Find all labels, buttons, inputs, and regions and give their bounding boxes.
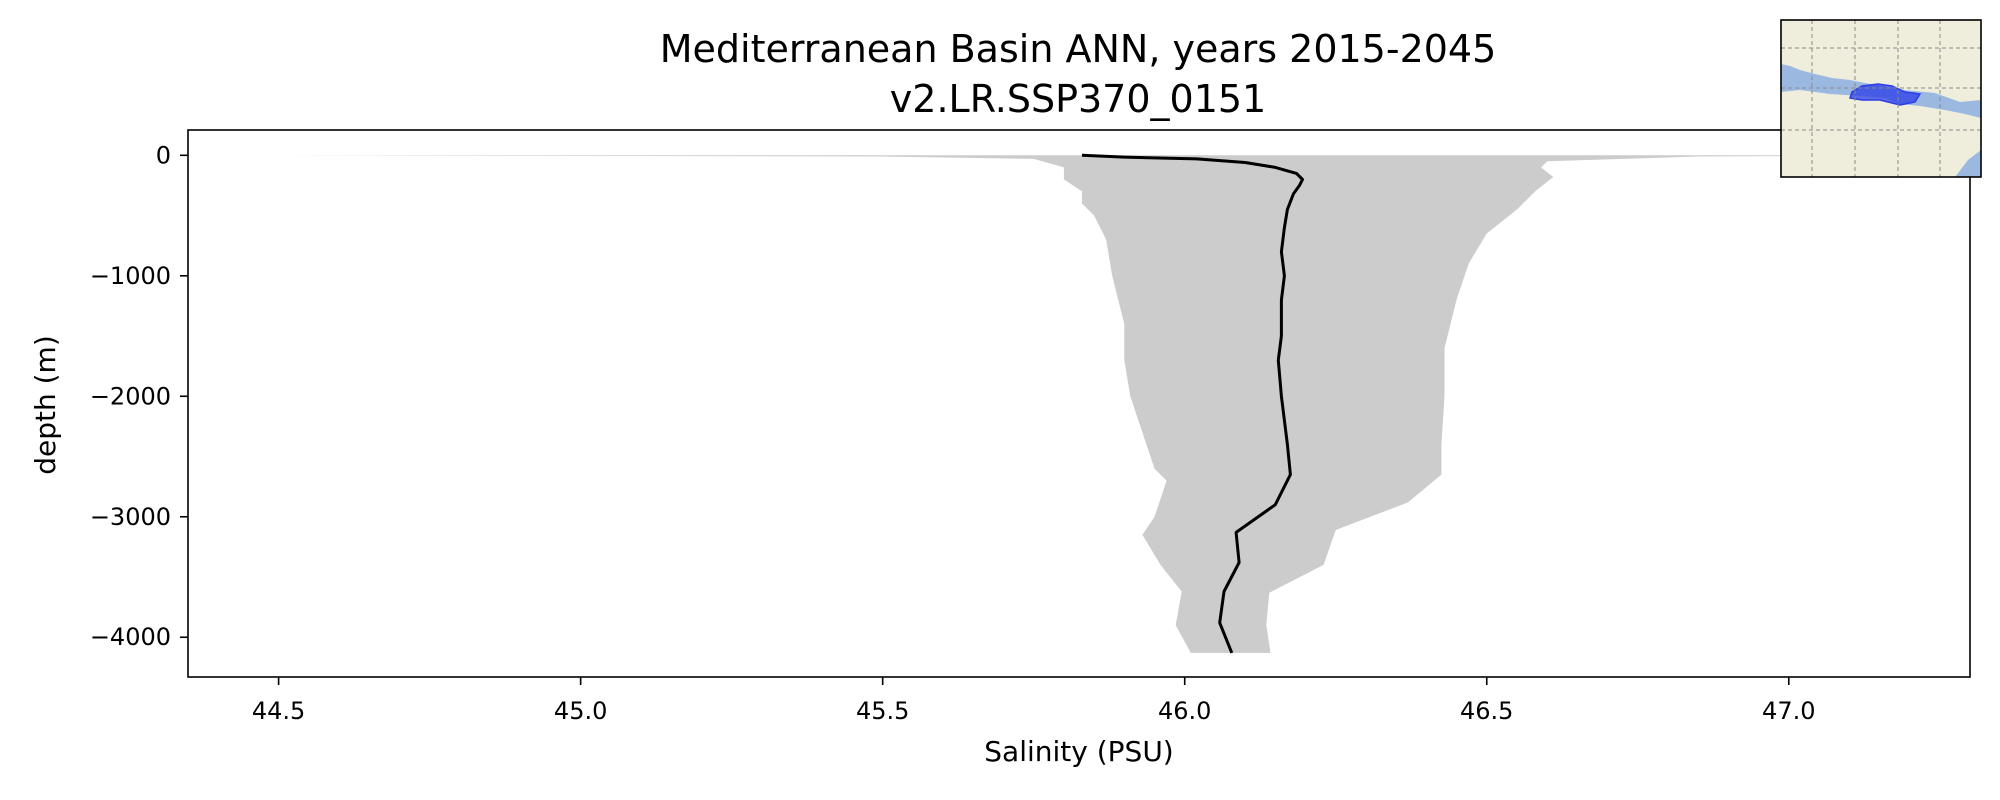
y-axis-label: depth (m) [29,335,62,475]
x-tick-label: 46.0 [1158,697,1211,725]
map-land-europe [1781,20,1981,102]
y-axis-ticks: 0 −1000 −2000 −3000 −4000 [90,141,188,651]
y-tick-label: −2000 [90,382,171,410]
y-tick-label: −4000 [90,623,171,651]
y-tick-label: −1000 [90,262,171,290]
x-tick-label: 45.5 [856,697,909,725]
plot-area [187,129,1971,678]
x-tick-label: 47.0 [1762,697,1815,725]
x-tick-label: 44.5 [252,697,305,725]
x-axis-label: Salinity (PSU) [984,735,1173,768]
x-tick-label: 45.0 [554,697,607,725]
x-tick-label: 46.5 [1460,697,1513,725]
chart-subtitle: v2.LR.SSP370_0151 [890,77,1266,121]
map-land-uk [1787,36,1800,58]
chart-title: Mediterranean Basin ANN, years 2015-2045 [660,27,1497,71]
y-tick-label: 0 [156,141,171,169]
plot-frame [187,129,1971,678]
map-mediterranean-region [1849,83,1922,106]
salinity-range-band [278,155,1971,653]
mean-salinity-line [1081,153,1304,654]
map-land-arabia [1930,120,1981,150]
x-axis-ticks: 44.5 45.0 45.5 46.0 46.5 47.0 [252,677,1815,725]
inset-map [1780,19,1982,178]
range-band-area [278,155,1971,653]
y-tick-label: −3000 [90,503,171,531]
inset-map-frame [1780,19,1982,178]
map-gridlines [1781,20,1981,177]
map-land-africa-asia [1781,90,1981,177]
mean-salinity-line-path [1081,153,1304,654]
